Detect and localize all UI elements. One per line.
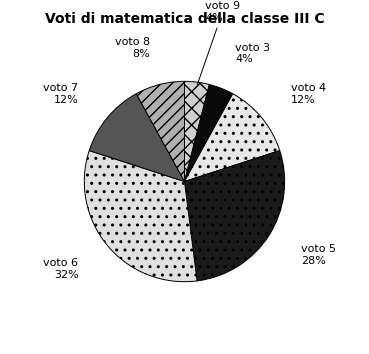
- Wedge shape: [184, 85, 233, 182]
- Wedge shape: [136, 81, 184, 182]
- Text: voto 4
12%: voto 4 12%: [290, 83, 325, 105]
- Wedge shape: [184, 150, 285, 281]
- Wedge shape: [84, 150, 197, 282]
- Text: voto 3
4%: voto 3 4%: [235, 43, 270, 64]
- Text: voto 6
32%: voto 6 32%: [44, 258, 79, 280]
- Text: voto 8
8%: voto 8 8%: [115, 38, 150, 59]
- Title: Voti di matematica della classe III C: Voti di matematica della classe III C: [45, 12, 324, 27]
- Wedge shape: [184, 81, 210, 182]
- Wedge shape: [89, 94, 184, 182]
- Wedge shape: [184, 94, 280, 182]
- Text: voto 5
28%: voto 5 28%: [301, 245, 336, 266]
- Text: voto 9
4%: voto 9 4%: [197, 1, 240, 85]
- Text: voto 7
12%: voto 7 12%: [44, 83, 79, 105]
